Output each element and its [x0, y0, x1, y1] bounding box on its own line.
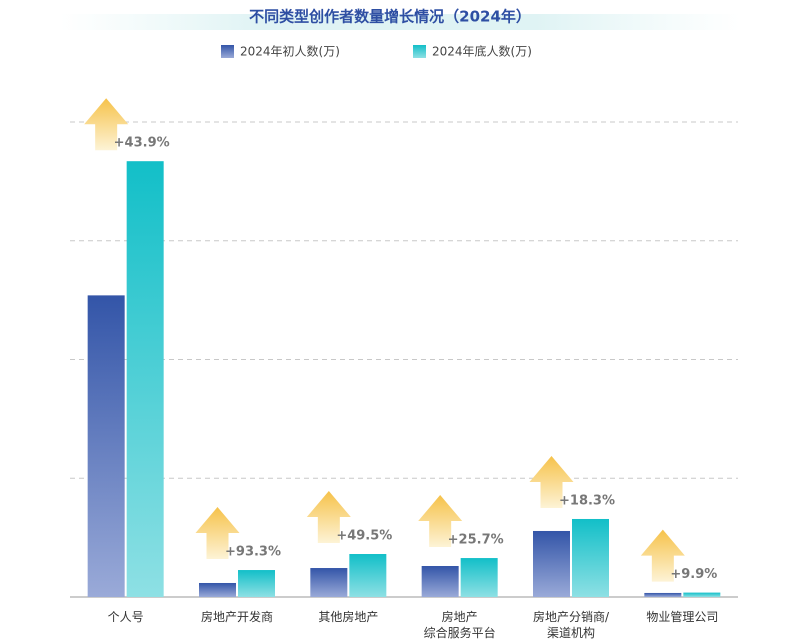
growth-label: +18.3% [559, 493, 615, 508]
bar [199, 582, 236, 597]
title-band [60, 14, 740, 30]
x-tick-label: 房地产开发商 [201, 609, 273, 624]
x-tick-label: 房地产分销商/渠道机构 [533, 609, 610, 640]
bar [683, 592, 721, 597]
legend-swatch [413, 45, 426, 58]
growth-arrow [195, 507, 240, 560]
x-tick-label: 其他房地产 [318, 609, 378, 624]
x-tick-label: 个人号 [108, 610, 144, 624]
growth-label: +93.3% [225, 545, 281, 560]
bar [460, 558, 498, 597]
growth-arrow [640, 529, 685, 582]
growth-label: +49.5% [336, 529, 392, 544]
growth-label: +25.7% [448, 533, 504, 548]
x-tick-label: 物业管理公司 [646, 609, 718, 624]
x-tick-label: 房地产综合服务平台 [424, 609, 496, 640]
chart-title: 不同类型创作者数量增长情况（2024年） [249, 8, 531, 26]
bar [87, 295, 125, 597]
growth-arrow [306, 491, 351, 544]
legend-label: 2024年初人数(万) [240, 44, 340, 59]
bar [349, 554, 387, 597]
bar [238, 570, 275, 597]
legend-label: 2024年底人数(万) [432, 44, 532, 59]
growth-label: +43.9% [114, 136, 170, 151]
growth-arrow [84, 98, 129, 151]
bar [644, 592, 682, 597]
legend-swatch [221, 45, 234, 58]
bar [572, 518, 609, 597]
growth-label: +9.9% [670, 567, 717, 582]
growth-arrow [418, 495, 463, 548]
bar [126, 161, 164, 597]
bar [310, 568, 348, 597]
bar [533, 530, 570, 597]
growth-arrow [529, 455, 574, 508]
bar [421, 566, 459, 597]
